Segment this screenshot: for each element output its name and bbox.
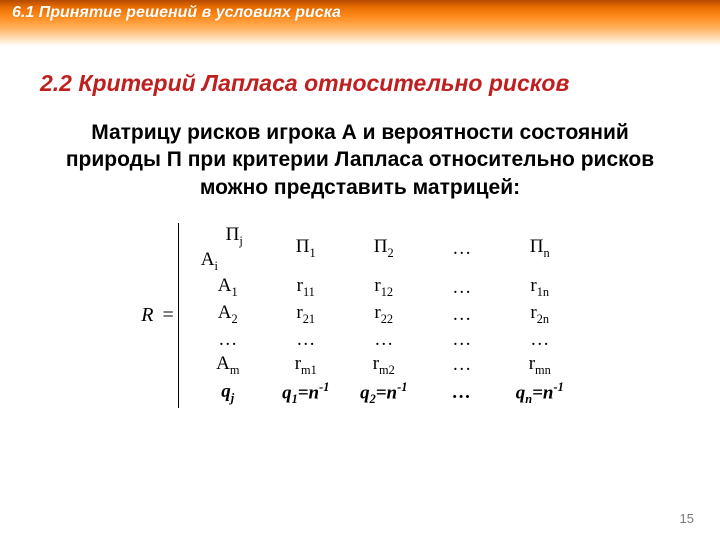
matrix-cell: … — [267, 328, 345, 352]
section-subtitle: 2.2 Критерий Лапласа относительно рисков — [40, 70, 680, 97]
matrix-col-header: … — [423, 223, 501, 275]
matrix-row-label: A2 — [189, 301, 267, 328]
matrix-cell: … — [423, 301, 501, 328]
matrix-cell: r11 — [267, 274, 345, 301]
matrix-cell: r12 — [345, 274, 423, 301]
matrix-col-header: П2 — [345, 223, 423, 275]
banner-title: 6.1 Принятие решений в условиях риска — [12, 4, 341, 22]
matrix-cell: rm1 — [267, 352, 345, 379]
matrix-q-cell: q1=n-1 — [267, 379, 345, 408]
matrix-cell: … — [423, 352, 501, 379]
matrix-row-label: … — [189, 328, 267, 352]
matrix-table: ПjAiП1П2…ПnA1r11r12…r1nA2r21r22…r2n……………… — [189, 223, 579, 408]
matrix-cell: … — [423, 274, 501, 301]
matrix-cell: … — [345, 328, 423, 352]
matrix-row-label: A1 — [189, 274, 267, 301]
matrix-cell: r21 — [267, 301, 345, 328]
matrix-corner-header: ПjAi — [189, 223, 267, 275]
matrix-cell: r2n — [501, 301, 579, 328]
matrix-col-header: Пn — [501, 223, 579, 275]
matrix-cell: rmn — [501, 352, 579, 379]
matrix-lhs-eq: = — [158, 304, 173, 326]
matrix-cell: r22 — [345, 301, 423, 328]
body-paragraph: Матрицу рисков игрока А и вероятности со… — [50, 119, 670, 201]
matrix-lhs: R = — [141, 304, 174, 327]
matrix-row-label: Am — [189, 352, 267, 379]
matrix-block: R = ПjAiП1П2…ПnA1r11r12…r1nA2r21r22…r2n…… — [0, 223, 720, 408]
matrix-cell: … — [501, 328, 579, 352]
matrix-q-cell: … — [423, 379, 501, 408]
matrix-lhs-symbol: R — [141, 304, 153, 326]
matrix-cell: r1n — [501, 274, 579, 301]
matrix-q-cell: q2=n-1 — [345, 379, 423, 408]
page-number: 15 — [680, 511, 694, 526]
matrix-cell: … — [423, 328, 501, 352]
matrix-col-header: П1 — [267, 223, 345, 275]
matrix-q-label: qj — [189, 379, 267, 408]
matrix-body: ПjAiП1П2…ПnA1r11r12…r1nA2r21r22…r2n……………… — [178, 223, 579, 408]
slide-banner: 6.1 Принятие решений в условиях риска — [0, 0, 720, 46]
matrix-q-cell: qn=n-1 — [501, 379, 579, 408]
matrix-cell: rm2 — [345, 352, 423, 379]
